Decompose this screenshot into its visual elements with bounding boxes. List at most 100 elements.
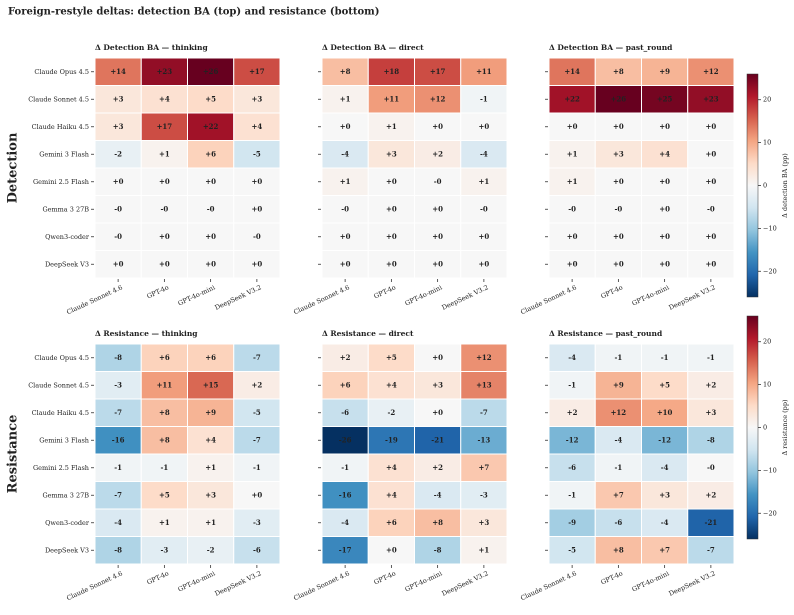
cell-label: -16 xyxy=(112,435,125,444)
heatmap-cell xyxy=(460,398,508,427)
cell-label: -0 xyxy=(614,204,622,213)
cell-label: -1 xyxy=(480,94,488,103)
heatmap-cell xyxy=(321,398,369,427)
cell-label: +26 xyxy=(611,94,627,103)
cell-label: +3 xyxy=(205,490,216,499)
panel-title: Δ Resistance — past_round xyxy=(549,329,663,338)
cell-label: +0 xyxy=(340,259,351,268)
heatmap-cell xyxy=(140,140,188,169)
colorbar-tick-label: 0 xyxy=(763,182,767,190)
row-label: Claude Haiku 4.5 xyxy=(32,123,89,131)
heatmap-cell xyxy=(460,453,508,482)
heatmap-cell xyxy=(687,85,735,114)
heatmap-cell xyxy=(233,398,281,427)
heatmap-cell xyxy=(140,57,188,86)
heatmap-cell xyxy=(594,250,642,279)
cell-label: +25 xyxy=(657,94,673,103)
cell-label: +14 xyxy=(564,67,580,76)
cell-label: -4 xyxy=(568,353,576,362)
cell-label: +0 xyxy=(340,122,351,131)
cell-label: +0 xyxy=(659,204,670,213)
heatmap-cell xyxy=(140,167,188,196)
cell-label: +0 xyxy=(386,177,397,186)
cell-label: +7 xyxy=(659,545,670,554)
colorbar-tick-label: 0 xyxy=(763,424,767,432)
col-label: Claude Sonnet 4.6 xyxy=(519,283,577,316)
cell-label: +8 xyxy=(432,518,443,527)
heatmap-cell xyxy=(94,112,142,141)
cell-label: -1 xyxy=(614,463,622,472)
figure-title: Foreign-restyle deltas: detection BA (to… xyxy=(8,7,379,18)
heatmap-cell xyxy=(367,426,415,455)
row-label: Claude Sonnet 4.5 xyxy=(28,381,89,389)
cell-label: -9 xyxy=(568,518,576,527)
heatmap-cell xyxy=(367,536,415,565)
cell-label: -16 xyxy=(339,490,352,499)
heatmap-cell xyxy=(233,371,281,400)
heatmap-cell xyxy=(548,453,596,482)
cell-label: -0 xyxy=(568,204,576,213)
cell-label: +11 xyxy=(157,380,173,389)
heatmap-cell xyxy=(187,195,235,224)
cell-label: +6 xyxy=(205,149,216,158)
cell-label: +12 xyxy=(611,408,627,417)
cell-label: +1 xyxy=(340,177,351,186)
cell-label: +0 xyxy=(659,122,670,131)
cell-label: +10 xyxy=(657,408,673,417)
cell-label: +0 xyxy=(159,259,170,268)
heatmap-cell xyxy=(233,195,281,224)
cell-label: +0 xyxy=(432,408,443,417)
cell-label: +6 xyxy=(159,353,170,362)
cell-label: -1 xyxy=(114,463,122,472)
cell-label: +4 xyxy=(386,380,397,389)
cell-label: -8 xyxy=(707,435,715,444)
col-label: GPT-4o-mini xyxy=(631,283,671,307)
cell-label: +17 xyxy=(157,122,173,131)
heatmap-cell xyxy=(187,167,235,196)
heatmap-cell xyxy=(94,508,142,537)
cell-label: +0 xyxy=(479,259,490,268)
col-label: DeepSeek V3.2 xyxy=(441,283,490,311)
cell-label: +0 xyxy=(252,490,263,499)
cell-label: +8 xyxy=(613,67,624,76)
cell-label: +2 xyxy=(432,149,443,158)
cell-label: -4 xyxy=(114,518,122,527)
col-label: DeepSeek V3.2 xyxy=(214,283,263,311)
cell-label: +0 xyxy=(113,177,124,186)
col-label: GPT-4o xyxy=(373,569,398,586)
cell-label: +23 xyxy=(157,67,173,76)
heatmap-cell xyxy=(687,57,735,86)
heatmap-cell xyxy=(548,85,596,114)
heatmap-cell xyxy=(140,112,188,141)
cell-label: +1 xyxy=(340,94,351,103)
cell-label: +0 xyxy=(113,259,124,268)
heatmap-cell xyxy=(140,250,188,279)
heatmap-cell xyxy=(594,222,642,251)
heatmap-cell xyxy=(460,57,508,86)
cell-label: +17 xyxy=(430,67,446,76)
cell-label: +6 xyxy=(340,380,351,389)
col-label: GPT-4o-mini xyxy=(631,569,671,593)
row-label: DeepSeek V3 xyxy=(45,260,89,268)
heatmap-cell xyxy=(140,398,188,427)
colorbar-tick-label: −20 xyxy=(763,267,777,275)
heatmap-cell xyxy=(187,481,235,510)
cell-label: -0 xyxy=(253,232,261,241)
heatmap-cell xyxy=(187,343,235,372)
col-label: GPT-4o xyxy=(146,569,171,586)
heatmap-cell xyxy=(367,222,415,251)
cell-label: +5 xyxy=(205,94,216,103)
cell-label: +0 xyxy=(613,122,624,131)
colorbar xyxy=(746,73,759,298)
cell-label: -19 xyxy=(385,435,398,444)
cell-label: +0 xyxy=(479,122,490,131)
cell-label: +11 xyxy=(384,94,400,103)
cell-label: +22 xyxy=(564,94,580,103)
cell-label: +1 xyxy=(479,545,490,554)
heatmap-cell xyxy=(140,508,188,537)
cell-label: +4 xyxy=(205,435,216,444)
cell-label: +12 xyxy=(430,94,446,103)
heatmap-cell xyxy=(641,453,689,482)
group-label: Resistance xyxy=(6,415,21,494)
